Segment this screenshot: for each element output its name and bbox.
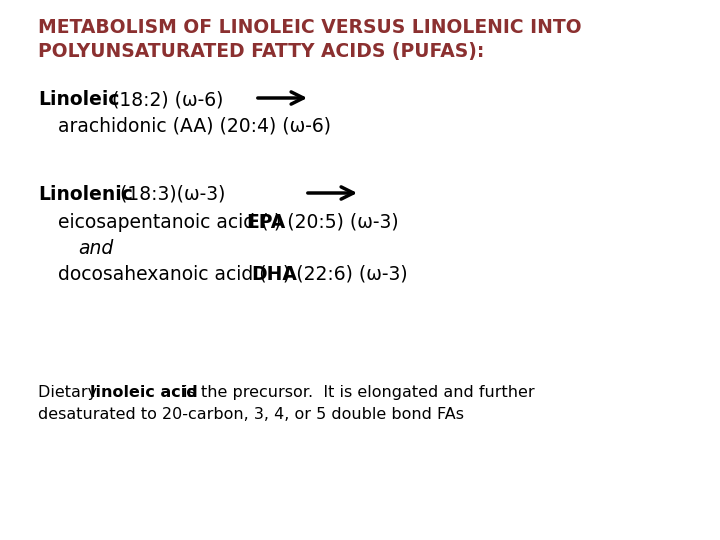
Text: ) (22:6) (ω-3): ) (22:6) (ω-3) xyxy=(283,265,408,284)
Text: Dietary: Dietary xyxy=(38,385,102,400)
Text: desaturated to 20-carbon, 3, 4, or 5 double bond FAs: desaturated to 20-carbon, 3, 4, or 5 dou… xyxy=(38,407,464,422)
Text: (18:3)(ω-3): (18:3)(ω-3) xyxy=(114,185,225,204)
Text: arachidonic (AA) (20:4) (ω-6): arachidonic (AA) (20:4) (ω-6) xyxy=(58,116,331,135)
Text: linoleic acid: linoleic acid xyxy=(90,385,198,400)
Text: eicosapentanoic acid (: eicosapentanoic acid ( xyxy=(58,213,269,232)
Text: (18:2) (ω-6): (18:2) (ω-6) xyxy=(106,90,223,109)
Text: Linolenic: Linolenic xyxy=(38,185,133,204)
Text: ) (20:5) (ω-3): ) (20:5) (ω-3) xyxy=(274,213,399,232)
Text: docosahexanoic acid (: docosahexanoic acid ( xyxy=(58,265,266,284)
Text: DHA: DHA xyxy=(251,265,297,284)
Text: POLYUNSATURATED FATTY ACIDS (PUFAS):: POLYUNSATURATED FATTY ACIDS (PUFAS): xyxy=(38,42,485,61)
Text: Linoleic: Linoleic xyxy=(38,90,120,109)
Text: METABOLISM OF LINOLEIC VERSUS LINOLENIC INTO: METABOLISM OF LINOLEIC VERSUS LINOLENIC … xyxy=(38,18,582,37)
Text: is the precursor.  It is elongated and further: is the precursor. It is elongated and fu… xyxy=(178,385,535,400)
Text: and: and xyxy=(78,239,113,258)
Text: EPA: EPA xyxy=(246,213,285,232)
